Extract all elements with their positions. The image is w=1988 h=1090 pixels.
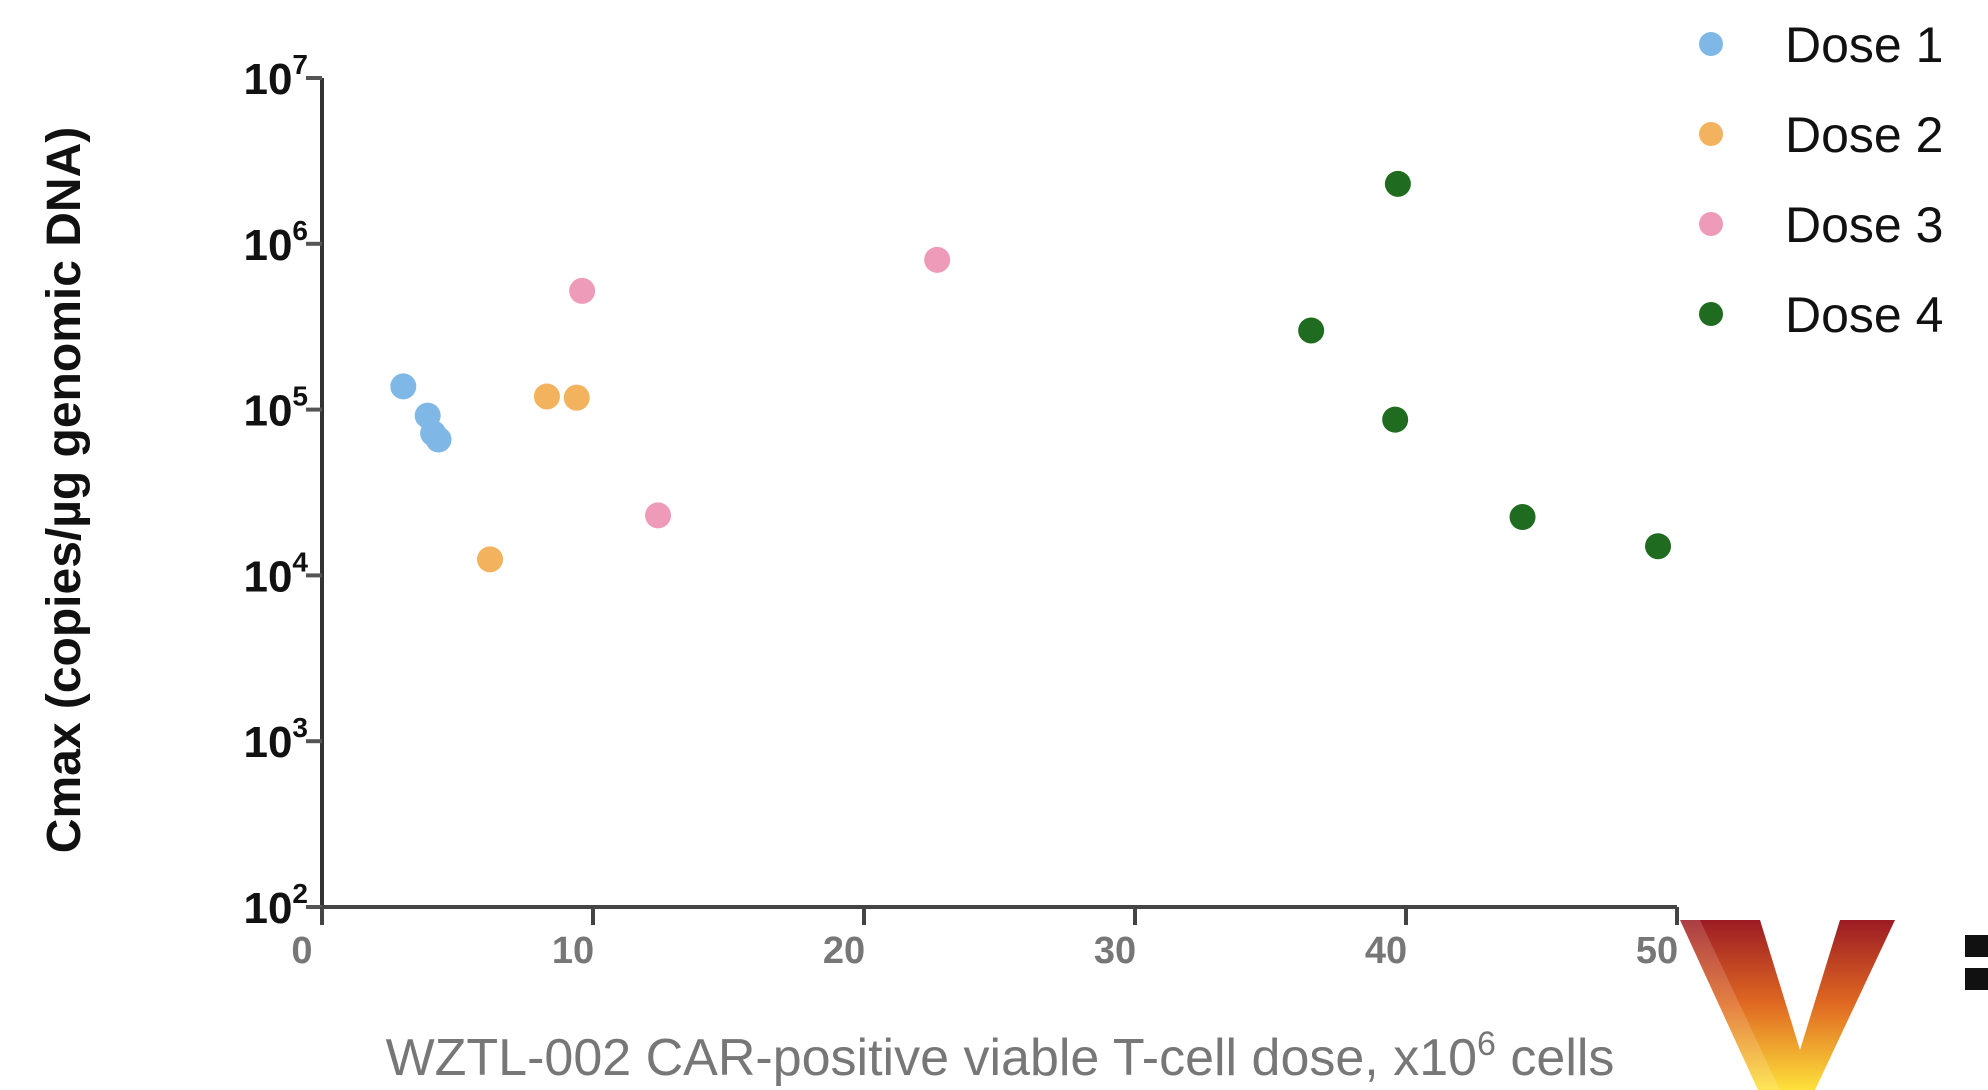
y-axis-label: Cmax (copies/µg genomic DNA): [38, 127, 91, 853]
x-axis-label-text: WZTL-002 CAR-positive viable T-cell dose…: [386, 1029, 1477, 1087]
legend-marker: [1699, 212, 1723, 236]
x-tick-label: 10: [552, 930, 594, 972]
x-tick-label: 0: [291, 930, 312, 972]
legend-label: Dose 1: [1785, 17, 1943, 73]
data-point: [569, 277, 596, 304]
data-point: [1384, 170, 1411, 197]
data-point: [477, 546, 504, 573]
x-tick-label: 30: [1094, 930, 1136, 972]
y-ticks: 102 103 104 105 106 107: [243, 49, 322, 933]
data-point: [924, 246, 951, 273]
y-tick-label: 106: [243, 215, 308, 270]
x-axis-label: WZTL-002 CAR-positive viable T-cell dose…: [386, 1025, 1615, 1087]
logo-mark-icon: [1680, 920, 1988, 1090]
x-tick-label: 20: [823, 930, 865, 972]
y-tick-label: 102: [243, 878, 308, 933]
x-tick-label: 50: [1636, 930, 1678, 972]
legend-marker: [1699, 302, 1723, 326]
y-tick-label: 105: [243, 381, 308, 436]
y-tick-label: 103: [243, 712, 308, 767]
data-point: [563, 384, 590, 411]
data-points: [390, 170, 1672, 573]
axes: [320, 78, 1677, 925]
y-tick-label: 107: [243, 49, 308, 104]
x-ticks: 0 10 20 30 40 50: [291, 907, 1679, 972]
legend-label: Dose 3: [1785, 197, 1943, 253]
x-axis-label-suffix: cells: [1496, 1029, 1614, 1087]
data-point: [645, 502, 672, 529]
legend-label: Dose 2: [1785, 107, 1943, 163]
legend: Dose 1 Dose 2 Dose 3 Dose 4: [1699, 17, 1943, 343]
data-point: [1382, 406, 1409, 433]
x-tick-label: 40: [1365, 930, 1407, 972]
y-axis-label-group: Cmax (copies/µg genomic DNA): [38, 127, 91, 853]
data-point: [533, 383, 560, 410]
data-point: [1509, 504, 1536, 531]
legend-marker: [1699, 32, 1723, 56]
data-point: [390, 373, 417, 400]
y-tick-label: 104: [243, 546, 308, 601]
legend-marker: [1699, 122, 1723, 146]
data-point: [425, 426, 452, 453]
data-point: [1298, 317, 1325, 344]
x-axis-label-superscript: 6: [1477, 1025, 1496, 1063]
data-point: [1645, 533, 1672, 560]
company-logo: [1640, 840, 1988, 1090]
legend-label: Dose 4: [1785, 287, 1943, 343]
